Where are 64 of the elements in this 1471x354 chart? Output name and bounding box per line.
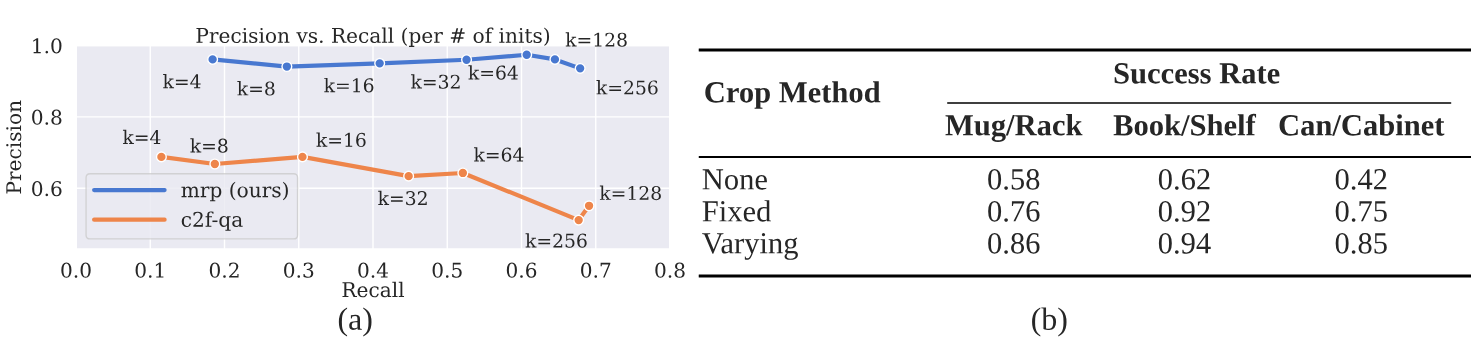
- point: [155, 151, 167, 163]
- text: Fixed: [702, 200, 771, 222]
- annotation: k=64: [468, 65, 518, 80]
- point: [296, 151, 309, 163]
- annotation: k=64: [474, 147, 524, 162]
- data-label: 0.94: [1158, 233, 1211, 254]
- data-label: 0.76: [988, 201, 1040, 222]
- annotation: k=4: [163, 73, 201, 89]
- point: [403, 170, 415, 182]
- legend-label: c2f-qa: [181, 211, 243, 231]
- x-tick-label: 0.3: [284, 262, 314, 278]
- category-label: Book/Shelf: [1113, 113, 1257, 136]
- annotation: k=16: [324, 77, 374, 93]
- y-tick-label: 0.8: [32, 109, 62, 125]
- text: Varying: [702, 233, 798, 260]
- text: Crop Method: [705, 81, 881, 109]
- point: [207, 53, 219, 65]
- annotation: k=256: [596, 80, 658, 95]
- text: (a): [338, 307, 372, 337]
- annotation: k=128: [565, 32, 627, 47]
- point: [457, 167, 469, 179]
- data-label: 0.75: [1335, 201, 1387, 222]
- legend-label: mrp (ours): [181, 181, 288, 202]
- point: [573, 214, 585, 226]
- point: [209, 158, 221, 170]
- text: (b): [1032, 307, 1067, 337]
- annotation: k=32: [378, 190, 427, 206]
- x-tick-label: 0.2: [209, 262, 239, 278]
- data-label: 0.42: [1335, 169, 1387, 190]
- category-label: Can/Cabinet: [1279, 114, 1445, 136]
- annotation: k=16: [316, 132, 366, 148]
- annotation: k=32: [411, 74, 460, 89]
- point: [583, 200, 595, 212]
- data-label: 0.85: [1335, 233, 1387, 254]
- data-label: 0.58: [988, 169, 1040, 190]
- y-tick-label: 0.6: [32, 181, 62, 197]
- annotation: k=256: [525, 233, 587, 248]
- x-tick-label: 0.6: [506, 262, 537, 278]
- x-tick-label: 0.5: [432, 262, 462, 278]
- chart-title: Precision vs. Recall (per # of inits): [196, 27, 550, 47]
- text: Success Rate: [1114, 63, 1280, 84]
- x-tick-label: 0.4: [358, 262, 388, 278]
- x-tick-label: 0.0: [61, 262, 91, 278]
- data-label: 0.92: [1158, 201, 1210, 222]
- data-label: 0.62: [1158, 169, 1210, 190]
- point: [460, 54, 473, 66]
- annotation: k=4: [122, 129, 161, 145]
- data-label: 0.86: [988, 233, 1040, 254]
- x-axis-title: Recall: [342, 281, 405, 298]
- x-tick-label: 0.1: [135, 262, 164, 278]
- point: [549, 53, 561, 65]
- annotation: k=8: [190, 138, 228, 153]
- text: None: [702, 169, 767, 190]
- x-tick-label: 0.8: [655, 262, 685, 278]
- point: [374, 57, 386, 69]
- category-label: Mug/Rack: [945, 114, 1083, 142]
- annotation: k=8: [237, 81, 275, 96]
- point: [574, 62, 586, 74]
- annotation: k=128: [599, 185, 661, 201]
- y-axis-title: Precision: [6, 100, 22, 194]
- point: [281, 61, 293, 73]
- point: [521, 49, 533, 61]
- x-tick-label: 0.7: [581, 262, 611, 278]
- y-tick-label: 1.0: [33, 38, 62, 54]
